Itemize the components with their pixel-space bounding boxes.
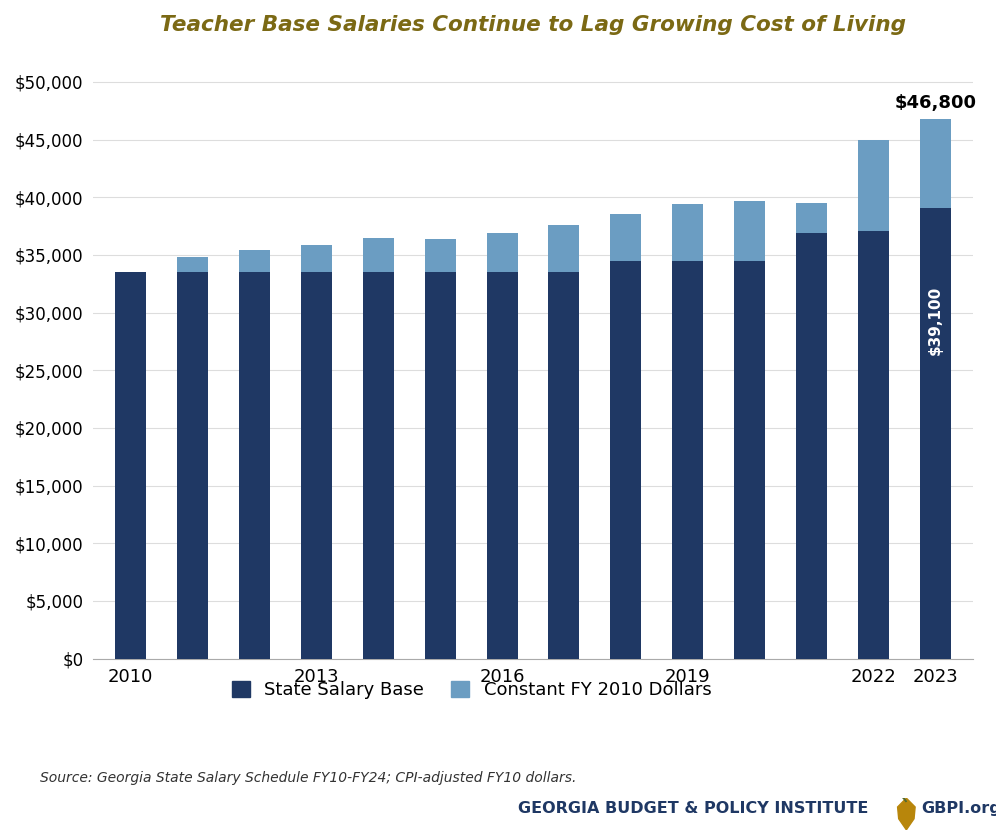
Bar — [363, 272, 393, 659]
Bar — [920, 208, 951, 659]
Text: $39,100: $39,100 — [928, 286, 943, 355]
Text: GBPI.org: GBPI.org — [921, 801, 996, 816]
Bar — [611, 214, 641, 261]
Bar — [486, 272, 518, 659]
Bar — [859, 231, 889, 659]
Bar — [301, 244, 332, 272]
Bar — [734, 261, 765, 659]
Bar — [363, 238, 393, 272]
Bar — [796, 203, 827, 233]
Bar — [239, 250, 270, 272]
Text: GEORGIA BUDGET & POLICY INSTITUTE: GEORGIA BUDGET & POLICY INSTITUTE — [518, 801, 869, 816]
Bar — [549, 272, 580, 659]
Bar — [859, 140, 889, 231]
Bar — [672, 203, 703, 261]
Bar — [796, 233, 827, 659]
Bar — [424, 272, 455, 659]
Text: Source: Georgia State Salary Schedule FY10-FY24; CPI-adjusted FY10 dollars.: Source: Georgia State Salary Schedule FY… — [40, 771, 577, 786]
Bar — [424, 239, 455, 272]
Bar — [486, 233, 518, 272]
Bar — [549, 225, 580, 272]
Polygon shape — [902, 796, 906, 802]
Bar — [672, 261, 703, 659]
Bar — [177, 257, 208, 272]
Title: Teacher Base Salaries Continue to Lag Growing Cost of Living: Teacher Base Salaries Continue to Lag Gr… — [160, 15, 906, 35]
Text: $46,800: $46,800 — [894, 94, 976, 112]
Bar — [734, 201, 765, 261]
Bar — [115, 272, 146, 659]
Bar — [239, 272, 270, 659]
Bar — [611, 261, 641, 659]
Polygon shape — [897, 798, 915, 830]
Bar — [920, 118, 951, 208]
Bar — [177, 272, 208, 659]
Legend: State Salary Base, Constant FY 2010 Dollars: State Salary Base, Constant FY 2010 Doll… — [224, 674, 718, 706]
Bar — [301, 272, 332, 659]
